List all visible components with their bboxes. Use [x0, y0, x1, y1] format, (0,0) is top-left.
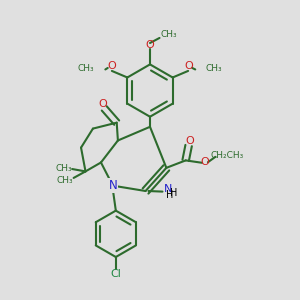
Text: H: H	[170, 188, 177, 198]
Text: CH₃: CH₃	[57, 176, 74, 185]
Text: N: N	[109, 179, 117, 192]
Text: CH₂CH₃: CH₂CH₃	[211, 151, 244, 160]
Text: H: H	[166, 190, 173, 200]
Text: Cl: Cl	[110, 268, 121, 279]
Text: CH₃: CH₃	[160, 31, 177, 40]
Text: CH₃: CH₃	[56, 164, 72, 173]
Text: O: O	[107, 61, 116, 71]
Text: O: O	[184, 61, 193, 71]
Text: O: O	[98, 99, 107, 109]
Text: O: O	[146, 40, 154, 50]
Text: N: N	[164, 184, 172, 194]
Text: CH₃: CH₃	[206, 64, 223, 73]
Text: CH₃: CH₃	[77, 64, 94, 73]
Text: O: O	[185, 136, 194, 146]
Text: O: O	[201, 157, 209, 167]
